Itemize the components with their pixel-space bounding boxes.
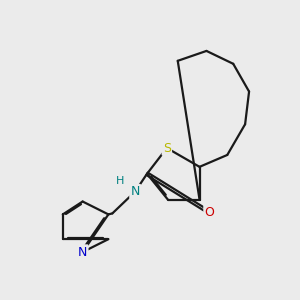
Text: N: N — [78, 245, 87, 259]
Text: H: H — [116, 176, 124, 186]
Text: N: N — [130, 185, 140, 198]
Text: O: O — [205, 206, 214, 219]
Text: S: S — [163, 142, 171, 154]
